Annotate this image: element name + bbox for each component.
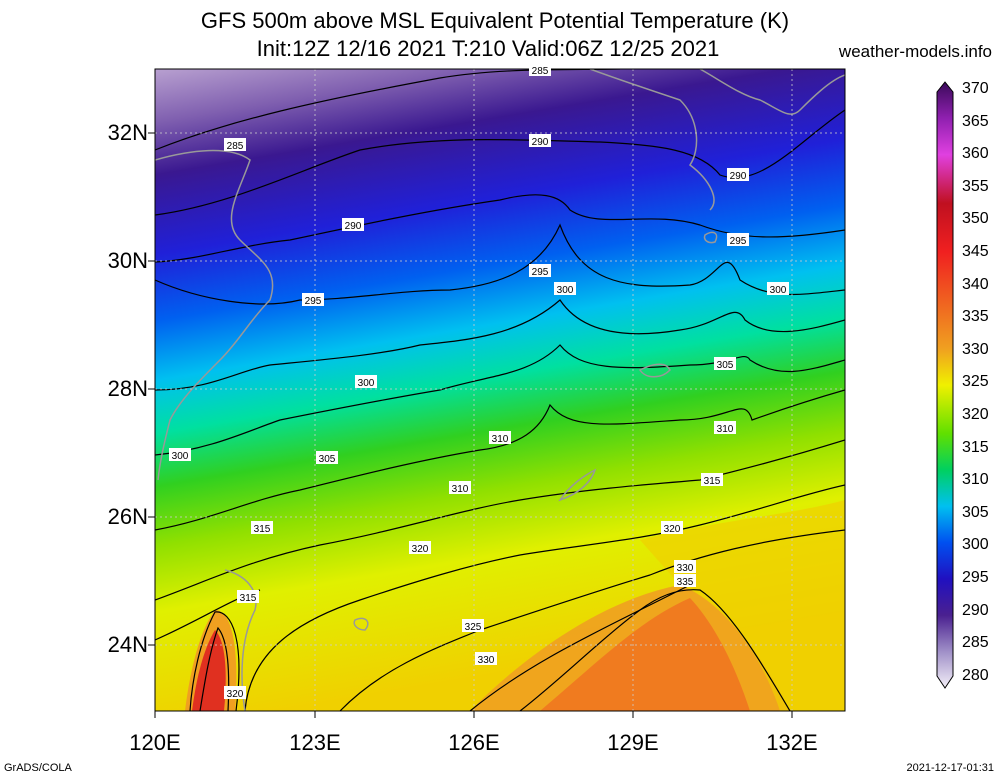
colorbar-label: 305: [962, 503, 989, 521]
svg-text:300: 300: [172, 451, 189, 462]
lat-label: 32N: [107, 120, 148, 145]
contour-label: 290: [529, 134, 551, 148]
colorbar-label: 340: [962, 275, 989, 293]
svg-text:310: 310: [717, 424, 734, 435]
svg-text:315: 315: [240, 593, 257, 604]
svg-text:335: 335: [677, 577, 694, 588]
contour-label: 290: [342, 218, 364, 232]
site-label: weather-models.info: [838, 42, 992, 61]
svg-text:310: 310: [492, 434, 509, 445]
lat-label: 30N: [107, 248, 148, 273]
contour-label: 335: [674, 574, 696, 588]
svg-text:285: 285: [532, 66, 549, 77]
contour-label: 300: [767, 282, 789, 296]
svg-text:330: 330: [478, 655, 495, 666]
svg-text:315: 315: [254, 524, 271, 535]
colorbar-label: 320: [962, 406, 989, 423]
svg-text:295: 295: [730, 236, 747, 247]
colorbar-label: 345: [962, 243, 989, 260]
svg-text:315: 315: [704, 476, 721, 487]
lat-label: 26N: [107, 504, 148, 529]
svg-text:290: 290: [532, 137, 549, 148]
colorbar-label: 350: [962, 210, 989, 228]
lat-label: 24N: [107, 632, 148, 657]
colorbar-label: 335: [962, 308, 989, 326]
contour-label: 315: [251, 521, 273, 535]
contour-label: 290: [727, 168, 749, 182]
svg-text:320: 320: [412, 544, 429, 555]
contour-label: 310: [714, 421, 736, 435]
colorbar-label: 280: [962, 666, 989, 684]
svg-text:290: 290: [345, 221, 362, 232]
chart-title: GFS 500m above MSL Equivalent Potential …: [200, 8, 790, 33]
contour-label: 310: [489, 431, 511, 445]
colorbar-label: 315: [962, 438, 989, 456]
svg-text:325: 325: [465, 622, 482, 633]
svg-text:320: 320: [227, 689, 244, 700]
svg-text:300: 300: [770, 285, 787, 296]
contour-label: 320: [409, 541, 431, 555]
colorbar: [936, 81, 954, 689]
contour-label: 320: [661, 521, 683, 535]
lon-label: 123E: [289, 730, 341, 755]
svg-text:310: 310: [452, 484, 469, 495]
svg-text:305: 305: [717, 360, 734, 371]
contour-label: 305: [714, 357, 736, 371]
lon-label: 132E: [766, 730, 818, 755]
contour-label: 285: [224, 138, 246, 152]
footer-right: 2021-12-17-01:31: [906, 762, 994, 774]
svg-text:295: 295: [532, 267, 549, 278]
chart-subtitle: Init:12Z 12/16 2021 T:210 Valid:06Z 12/2…: [256, 36, 720, 61]
contour-label: 330: [674, 560, 696, 574]
colorbar-label: 300: [962, 536, 989, 554]
svg-text:305: 305: [319, 454, 336, 465]
svg-text:295: 295: [305, 296, 322, 307]
lon-label: 126E: [448, 730, 500, 755]
colorbar-label: 330: [962, 340, 989, 358]
contour-label: 315: [701, 473, 723, 487]
svg-text:290: 290: [730, 171, 747, 182]
lon-label: 129E: [607, 730, 659, 755]
contour-label: 330: [475, 652, 497, 666]
colorbar-label: 365: [962, 112, 989, 130]
colorbar-label: 290: [962, 601, 989, 619]
svg-text:330: 330: [677, 563, 694, 574]
svg-text:300: 300: [557, 285, 574, 296]
contour-label: 285: [529, 63, 551, 77]
contour-label: 300: [554, 282, 576, 296]
svg-text:320: 320: [664, 524, 681, 535]
colorbar-label: 310: [962, 471, 989, 489]
contour-label: 295: [727, 233, 749, 247]
colorbar-label: 325: [962, 373, 989, 391]
footer-left: GrADS/COLA: [4, 762, 72, 774]
lat-label: 28N: [107, 376, 148, 401]
contour-label: 325: [462, 619, 484, 633]
lon-label: 120E: [129, 730, 181, 755]
svg-text:285: 285: [227, 141, 244, 152]
contour-label: 300: [169, 448, 191, 462]
colorbar-label: 355: [962, 177, 989, 195]
contour-label: 320: [224, 686, 246, 700]
contour-label: 295: [529, 264, 551, 278]
colorbar-label: 360: [962, 145, 989, 163]
contour-label: 300: [355, 375, 377, 389]
colorbar-label: 370: [962, 80, 989, 97]
svg-text:300: 300: [358, 378, 375, 389]
contour-label: 305: [316, 451, 338, 465]
contour-label: 315: [237, 590, 259, 604]
contour-label: 310: [449, 481, 471, 495]
colorbar-label: 295: [962, 569, 989, 586]
contour-label: 295: [302, 293, 324, 307]
colorbar-label: 285: [962, 634, 989, 652]
